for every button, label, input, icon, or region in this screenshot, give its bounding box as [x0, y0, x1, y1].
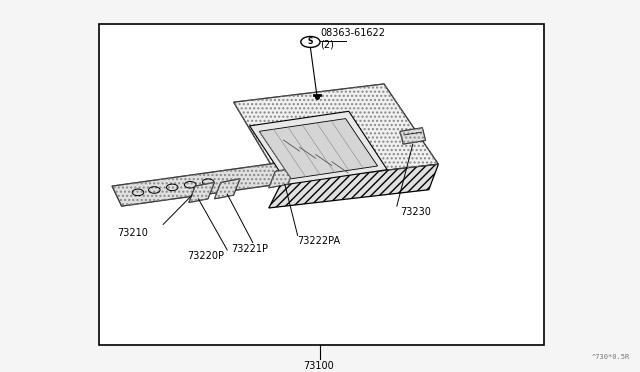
Text: 08363-61622: 08363-61622 [320, 28, 385, 38]
Text: 73220P: 73220P [187, 251, 224, 261]
Polygon shape [112, 162, 291, 206]
Polygon shape [269, 164, 438, 208]
Bar [99, 24, 544, 345]
Text: S: S [308, 38, 313, 46]
Text: (2): (2) [320, 39, 334, 49]
Text: 73221P: 73221P [232, 244, 269, 254]
Text: 73230: 73230 [400, 207, 431, 217]
Polygon shape [259, 119, 378, 179]
Polygon shape [234, 84, 438, 182]
Polygon shape [250, 111, 387, 184]
Polygon shape [269, 168, 294, 188]
Polygon shape [400, 128, 426, 144]
Polygon shape [214, 179, 240, 199]
Text: 73222PA: 73222PA [298, 237, 340, 246]
Text: ^730*0.5R: ^730*0.5R [592, 355, 630, 360]
Polygon shape [189, 182, 214, 202]
Text: 73210: 73210 [117, 228, 148, 238]
Text: 73100: 73100 [303, 361, 333, 371]
